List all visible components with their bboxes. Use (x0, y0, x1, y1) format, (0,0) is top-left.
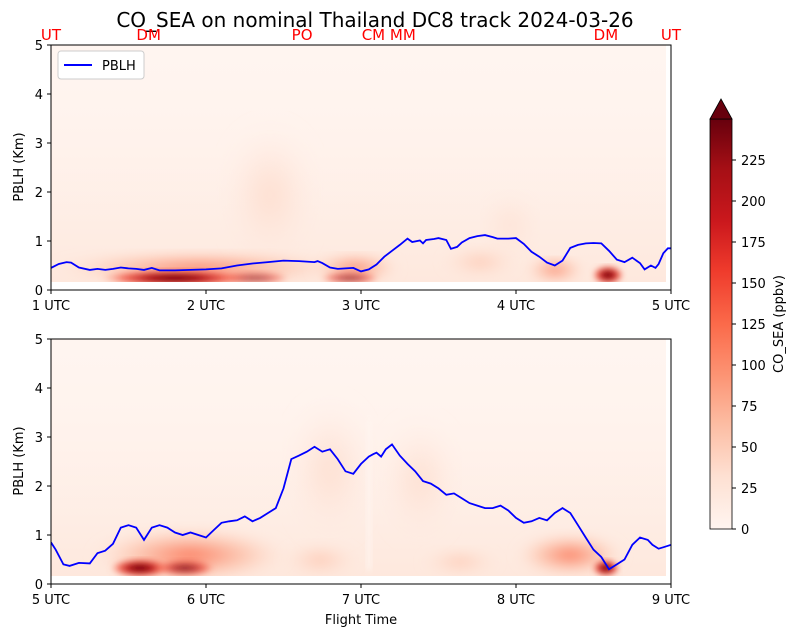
legend: PBLH (57, 50, 145, 80)
y-tick-label: 0 (35, 578, 43, 593)
colorbar-tick-label: 175 (741, 236, 766, 251)
y-tick-label: 2 (35, 480, 43, 495)
y-tick-label: 4 (35, 382, 43, 397)
colorbar-tick-label: 100 (741, 359, 766, 374)
x-tick-label: 1 UTC (32, 299, 70, 314)
colorbar-extend-arrow (709, 98, 733, 120)
panel-2-heatmap (51, 339, 671, 584)
x-tick-label: 8 UTC (497, 593, 535, 608)
y-tick-label: 3 (35, 431, 43, 446)
panel-2: 5 UTC 6 UTC 7 UTC 8 UTC 9 UTC 0 1 2 3 4 5 PBLH (K… (12, 333, 690, 628)
colorbar-tick-label: 125 (741, 318, 766, 333)
legend-entry: PBLH (102, 59, 136, 74)
pblh-line-2 (51, 443, 671, 571)
x-tick-label: 7 UTC (342, 593, 380, 608)
x-tick-label: 5 UTC (32, 593, 70, 608)
panel-2-x-ticks: 5 UTC 6 UTC 7 UTC 8 UTC 9 UTC (32, 584, 690, 608)
site-label: MM (390, 26, 416, 44)
site-label: UT (661, 26, 682, 44)
colorbar-tick-label: 50 (741, 441, 758, 456)
panel-1-heatmap (51, 45, 671, 290)
colorbar-tick-label: 225 (741, 154, 766, 169)
y-tick-label: 0 (35, 284, 43, 299)
y-tick-label: 4 (35, 88, 43, 103)
x-tick-label: 6 UTC (187, 593, 225, 608)
site-labels: UT DM PO CM MM DM UT (41, 26, 682, 44)
colorbar-gradient (709, 118, 733, 530)
panel-1-y-label: PBLH (Km) (12, 132, 27, 201)
site-label: DM (594, 26, 619, 44)
site-label: DM (136, 26, 161, 44)
panel-1-x-ticks: 1 UTC 2 UTC 3 UTC 4 UTC 5 UTC (32, 290, 690, 314)
x-tick-label: 5 UTC (652, 299, 690, 314)
colorbar-tick-label: 75 (741, 400, 758, 415)
y-tick-label: 3 (35, 137, 43, 152)
colorbar-tick-label: 150 (741, 277, 766, 292)
x-tick-label: 2 UTC (187, 299, 225, 314)
colorbar-tick-label: 25 (741, 482, 758, 497)
x-tick-label: 9 UTC (652, 593, 690, 608)
y-tick-label: 1 (35, 235, 43, 250)
x-tick-label: 4 UTC (497, 299, 535, 314)
panel-2-y-ticks: 0 1 2 3 4 5 (35, 333, 51, 593)
y-tick-label: 1 (35, 529, 43, 544)
y-tick-label: 5 (35, 39, 43, 54)
x-axis-label: Flight Time (325, 613, 397, 628)
colorbar-tick-label: 200 (741, 195, 766, 210)
panel-1: PBLH 1 UTC 2 UTC 3 UTC 4 UTC 5 UTC 0 1 2 3 4 5 UT… (12, 26, 690, 314)
colorbar-label: CO_SEA (ppbv) (772, 275, 787, 373)
colorbar-tick-label: 0 (741, 523, 749, 538)
y-tick-label: 2 (35, 186, 43, 201)
colorbar-ticks: 0 25 50 75 100 125 150 175 200 225 (732, 154, 766, 538)
colorbar: 0 25 50 75 100 125 150 175 200 225 CO_SEA (ppbv) (709, 98, 787, 538)
pblh-line-1 (51, 234, 671, 273)
x-tick-label: 3 UTC (342, 299, 380, 314)
panel-2-y-label: PBLH (Km) (12, 426, 27, 495)
chart-title: CO_SEA on nominal Thailand DC8 track 202… (116, 8, 633, 32)
site-label: PO (292, 26, 313, 44)
site-label: CM (362, 26, 385, 44)
panel-1-y-ticks: 0 1 2 3 4 5 (35, 39, 51, 299)
y-tick-label: 5 (35, 333, 43, 348)
site-label: UT (41, 26, 62, 44)
